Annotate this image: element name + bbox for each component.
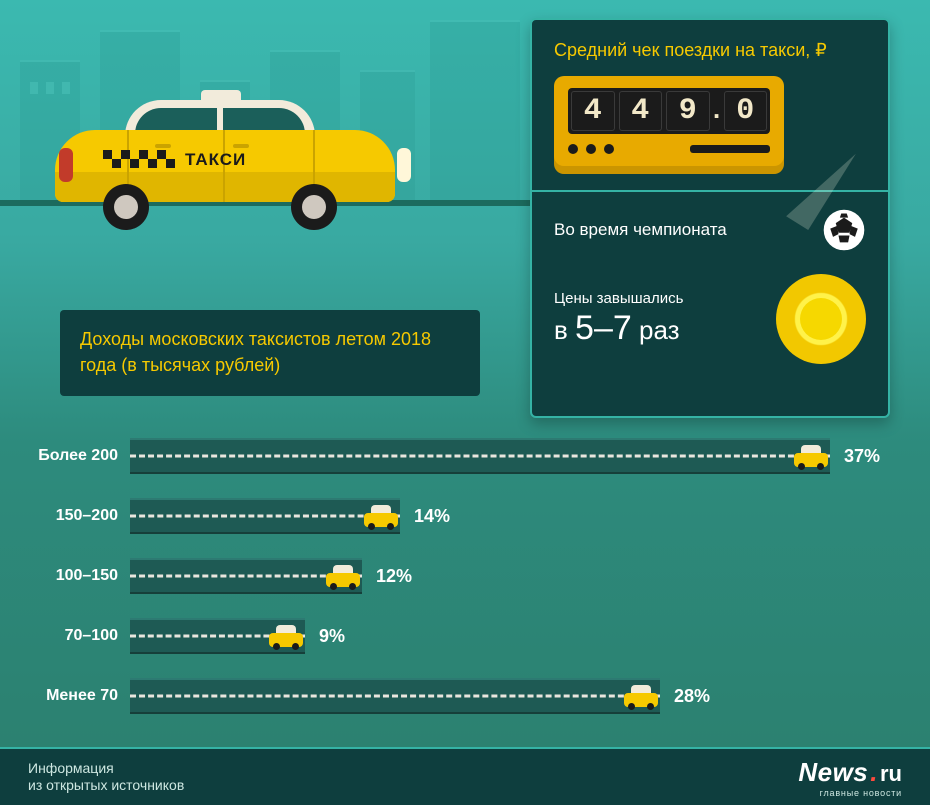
- chart-row: Более 200 37%: [0, 432, 930, 480]
- chart-row: 70–100 9%: [0, 612, 930, 660]
- income-title-box: Доходы московских таксистов летом 2018 г…: [60, 310, 480, 396]
- meter-panel: Средний чек поездки на такси, ₽ 4 4 9 . …: [530, 18, 890, 418]
- row-pct: 37%: [830, 446, 880, 467]
- footer-source: Информация из открытых источников: [28, 760, 184, 795]
- row-bar: [130, 618, 305, 654]
- footer: Информация из открытых источников News.r…: [0, 747, 930, 805]
- row-pct: 9%: [305, 626, 345, 647]
- row-bar: [130, 438, 830, 474]
- brand-logo: News.ru главные новости: [798, 757, 902, 798]
- taximeter-illustration: 4 4 9 . 0: [554, 76, 784, 174]
- row-pct: 14%: [400, 506, 450, 527]
- row-pct: 28%: [660, 686, 710, 707]
- chart-row: Менее 70 28%: [0, 672, 930, 720]
- digit: 4: [619, 91, 663, 131]
- taximeter-digits: 4 4 9 . 0: [568, 88, 770, 134]
- row-label: 100–150: [0, 567, 130, 585]
- income-title: Доходы московских таксистов летом 2018 г…: [80, 326, 460, 378]
- mini-taxi-icon: [624, 685, 658, 707]
- taxi-checker-icon: [103, 150, 175, 168]
- taxi-label: ТАКСИ: [185, 150, 246, 170]
- taxi-illustration: ТАКСИ: [55, 90, 415, 240]
- digit: 9: [666, 91, 710, 131]
- row-label: 70–100: [0, 627, 130, 645]
- chart-row: 150–200 14%: [0, 492, 930, 540]
- championship-heading: Во время чемпионата: [554, 220, 727, 240]
- meter-title: Средний чек поездки на такси, ₽: [554, 38, 866, 62]
- income-chart: Более 200 37% 150–200 14% 100–150 12%: [0, 432, 930, 732]
- mini-taxi-icon: [269, 625, 303, 647]
- mini-taxi-icon: [794, 445, 828, 467]
- row-label: Более 200: [0, 447, 130, 465]
- row-bar: [130, 558, 362, 594]
- row-label: 150–200: [0, 507, 130, 525]
- chart-row: 100–150 12%: [0, 552, 930, 600]
- row-bar: [130, 678, 660, 714]
- overcharge-multiplier: в 5–7 раз: [554, 309, 683, 348]
- mini-taxi-icon: [326, 565, 360, 587]
- row-label: Менее 70: [0, 687, 130, 705]
- infographic-canvas: ТАКСИ Средний чек поездки на такси, ₽ 4 …: [0, 0, 930, 805]
- row-bar: [130, 498, 400, 534]
- row-pct: 12%: [362, 566, 412, 587]
- digit-sep: .: [714, 91, 720, 131]
- coin-icon: [776, 274, 866, 364]
- mini-taxi-icon: [364, 505, 398, 527]
- digit: 0: [724, 91, 768, 131]
- overcharge-label: Цены завышались: [554, 290, 683, 309]
- digit: 4: [571, 91, 615, 131]
- soccer-ball-icon: [822, 208, 866, 252]
